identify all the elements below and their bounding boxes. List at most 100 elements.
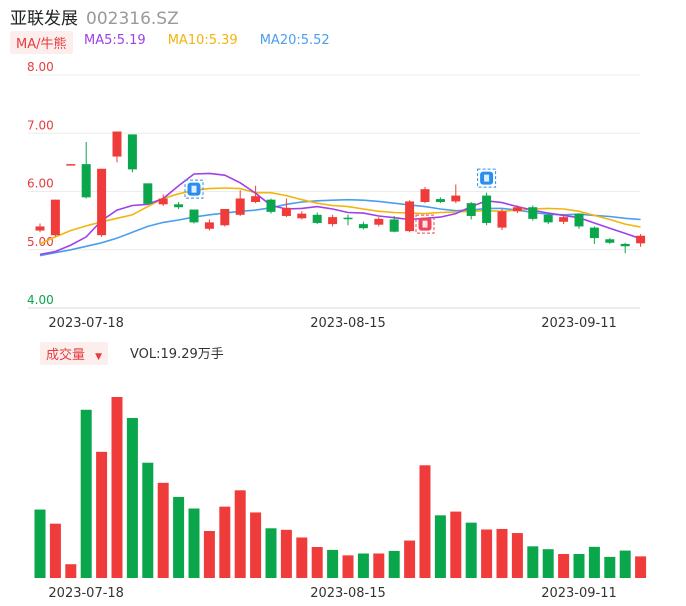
volume-bar <box>219 506 231 578</box>
volume-bar <box>96 451 108 578</box>
candle-body <box>482 195 492 223</box>
volume-bar <box>250 512 262 578</box>
candle-body <box>389 219 399 232</box>
candle-body <box>66 164 76 166</box>
candle-body <box>127 134 137 170</box>
signal-badge-glyph <box>484 174 490 182</box>
ma20-label: MA20:5.52 <box>259 33 330 48</box>
volume-bar <box>511 533 523 578</box>
signal-badge-frame <box>415 214 435 234</box>
ma5-line <box>39 172 641 256</box>
candle-body <box>620 243 630 247</box>
ma-values-row: MA5:5.19 MA10:5.39 MA20:5.52 <box>84 33 330 48</box>
volume-bar <box>173 496 185 578</box>
stock-code: 002316.SZ <box>86 9 179 29</box>
candle-body <box>204 222 214 229</box>
candle-body <box>435 199 445 202</box>
candle-body <box>50 199 60 236</box>
volume-bar <box>34 509 46 578</box>
volume-bar <box>142 462 154 578</box>
candle-body <box>374 218 384 225</box>
candle-body <box>543 214 553 223</box>
volume-indicator-tab[interactable]: 成交量 ▼ <box>40 342 109 365</box>
volume-bar <box>481 529 493 578</box>
volume-tab-label: 成交量 <box>46 348 86 363</box>
volume-bar <box>588 546 600 578</box>
volume-bar <box>373 553 385 578</box>
candle-body <box>559 217 569 222</box>
volume-bar <box>542 549 554 578</box>
volume-bar <box>65 564 77 578</box>
signal-badge-glyph <box>191 185 197 193</box>
candle-body <box>358 224 368 229</box>
x-tick-label: 2023-08-15 <box>310 586 386 601</box>
candle-body <box>528 207 538 219</box>
x-tick-label: 2023-07-18 <box>48 316 124 331</box>
signal-badge-glyph <box>422 220 428 228</box>
candle-body <box>605 239 615 243</box>
volume-bar <box>419 465 431 578</box>
y-tick-label: 7.00 <box>27 118 54 132</box>
volume-bar <box>80 409 92 578</box>
volume-bar <box>404 540 416 578</box>
volume-bar <box>280 529 292 578</box>
ma5-label: MA5:5.19 <box>84 33 146 48</box>
candle-body <box>343 217 353 220</box>
volume-bar <box>203 531 215 578</box>
volume-bar <box>434 515 446 578</box>
candle-body <box>636 235 646 244</box>
candle-body <box>235 198 245 215</box>
candle-body <box>158 198 168 205</box>
candle-body <box>328 217 338 225</box>
volume-bar <box>342 555 354 578</box>
volume-bar <box>49 523 61 578</box>
volume-bar <box>327 549 339 578</box>
volume-bar <box>573 553 585 578</box>
ma20-line <box>39 198 641 257</box>
candle-body <box>281 207 291 216</box>
volume-bar <box>465 522 477 578</box>
candle-body <box>35 226 45 231</box>
candle-body <box>251 196 261 202</box>
volume-bar <box>311 547 323 578</box>
volume-bar <box>388 550 400 578</box>
volume-bar <box>558 553 570 578</box>
y-tick-label: 5.00 <box>27 235 54 249</box>
candle-body <box>512 207 522 212</box>
volume-bar <box>357 553 369 578</box>
signal-badge-frame <box>477 168 497 188</box>
x-tick-label: 2023-09-11 <box>541 316 617 331</box>
volume-bar <box>450 511 462 578</box>
x-tick-label: 2023-09-11 <box>541 586 617 601</box>
x-tick-label: 2023-08-15 <box>310 316 386 331</box>
ma-indicator-tab[interactable]: MA/牛熊 <box>10 31 73 54</box>
candle-body <box>220 208 230 226</box>
candle-body <box>405 201 415 232</box>
candle-body <box>189 209 199 223</box>
candle-body <box>112 131 122 157</box>
candle-body <box>497 211 507 228</box>
candle-body <box>81 164 91 198</box>
volume-bar <box>157 482 169 578</box>
candle-body <box>97 168 107 236</box>
stock-name: 亚联发展 <box>10 9 78 29</box>
volume-bar <box>527 546 539 578</box>
y-tick-label: 4.00 <box>27 293 54 307</box>
candle-body <box>589 227 599 239</box>
volume-bar <box>604 556 616 578</box>
candle-body <box>266 199 276 212</box>
volume-bar <box>234 490 246 578</box>
candle-body <box>574 213 584 227</box>
candle-body <box>451 195 461 202</box>
x-tick-label: 2023-07-18 <box>48 586 124 601</box>
candle-body <box>143 183 153 204</box>
signal-badge-frame <box>184 179 204 199</box>
volume-value-label: VOL:19.29万手 <box>130 347 224 362</box>
volume-bar <box>265 528 277 578</box>
candle-body <box>297 213 307 219</box>
volume-bar <box>126 417 138 578</box>
ma10-line <box>39 187 641 245</box>
volume-bar <box>635 556 647 578</box>
volume-bar <box>296 537 308 578</box>
